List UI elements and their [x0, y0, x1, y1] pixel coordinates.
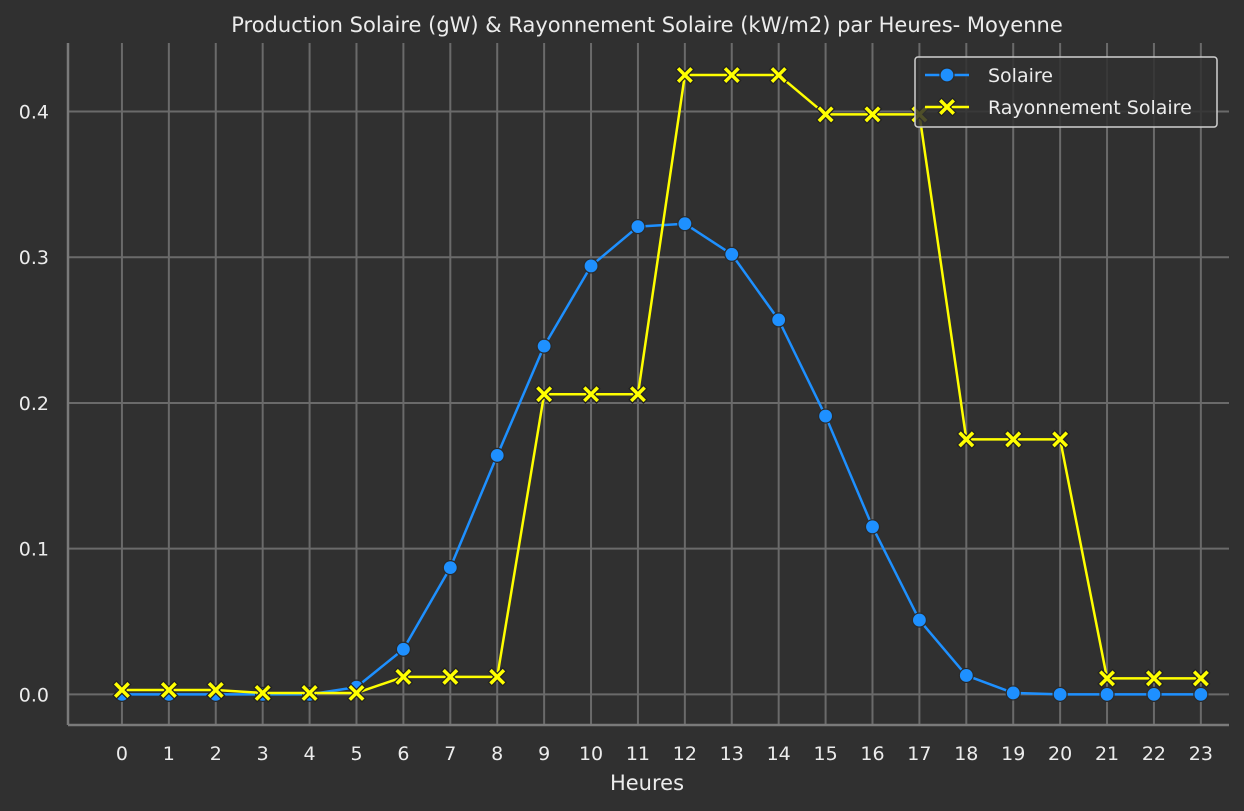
series-solaire: [114, 216, 1209, 702]
data-point-circle: [1099, 686, 1115, 702]
x-tick-label: 7: [444, 743, 456, 765]
data-point-x: [346, 683, 367, 703]
x-tick-label: 8: [491, 743, 503, 765]
data-point-x: [534, 384, 554, 404]
data-point-circle: [583, 258, 599, 274]
legend-label: Solaire: [988, 65, 1053, 87]
series-line: [121, 222, 1201, 696]
data-point-x: [1003, 429, 1023, 450]
data-point-circle: [630, 219, 646, 235]
data-point-circle: [536, 338, 552, 354]
x-tick-label: 21: [1095, 743, 1119, 765]
y-tick-label: 0.3: [19, 247, 49, 269]
x-tick-label: 16: [860, 743, 884, 765]
x-tick-label: 11: [626, 743, 650, 765]
x-tick-label: 9: [538, 743, 550, 765]
y-tick-label: 0.0: [19, 684, 49, 706]
chart-title: Production Solaire (gW) & Rayonnement So…: [231, 13, 1063, 37]
data-point-x: [299, 683, 320, 703]
legend-marker-circle: [939, 67, 955, 83]
legend-box: [914, 56, 1218, 128]
data-point-x: [1097, 668, 1117, 689]
legend-item-rayonnement-solaire: Rayonnement Solaire: [925, 97, 1192, 119]
data-point-circle: [1146, 686, 1162, 702]
x-tick-label: 6: [397, 743, 409, 765]
y-tick-label: 0.1: [19, 539, 49, 561]
data-point-x: [862, 104, 883, 125]
data-point-circle: [771, 312, 787, 328]
x-tick-label: 22: [1142, 743, 1166, 765]
data-point-x: [581, 384, 601, 404]
data-point-x: [206, 680, 226, 700]
data-point-x: [440, 667, 461, 687]
legend: Solaire Rayonnement Solaire: [914, 56, 1218, 128]
data-point-x: [252, 683, 273, 703]
data-point-x: [1050, 429, 1070, 450]
data-point-x: [393, 667, 414, 687]
series-layer: [112, 65, 1211, 703]
data-point-circle: [442, 560, 458, 576]
x-tick-label: 15: [813, 743, 837, 765]
x-tick-label: 0: [116, 743, 128, 765]
data-point-circle: [489, 447, 505, 464]
series-line: [121, 73, 1201, 695]
data-point-circle: [864, 519, 881, 535]
data-point-circle: [395, 641, 411, 657]
x-tick-label: 19: [1001, 743, 1025, 765]
data-point-x: [768, 65, 789, 85]
grid-layer: [68, 43, 1229, 725]
data-point-x: [628, 384, 648, 404]
data-point-circle: [911, 612, 928, 628]
data-point-circle: [724, 246, 740, 262]
data-point-x: [1144, 668, 1164, 689]
x-tick-label: 1: [163, 743, 175, 765]
legend-item-solaire: Solaire: [925, 65, 1053, 87]
x-axis-label: Heures: [610, 771, 684, 795]
y-tick-label: 0.2: [19, 393, 49, 415]
x-tick-label: 13: [720, 743, 744, 765]
x-tick-label: 4: [304, 743, 316, 765]
data-point-x: [815, 104, 836, 125]
data-point-x: [1191, 668, 1211, 689]
data-point-circle: [1005, 685, 1021, 701]
data-point-circle: [958, 667, 974, 684]
x-tick-label: 2: [210, 743, 222, 765]
data-point-x: [675, 65, 695, 85]
data-point-circle: [1193, 686, 1209, 702]
data-point-x: [722, 65, 742, 85]
data-point-circle: [677, 216, 693, 232]
x-tick-label: 20: [1048, 743, 1072, 765]
y-tick-label: 0.4: [19, 101, 49, 123]
x-tick-label: 18: [954, 743, 978, 765]
x-tick-label: 17: [907, 743, 931, 765]
legend-label: Rayonnement Solaire: [988, 97, 1192, 119]
data-point-x: [112, 680, 132, 700]
axes-layer: 0 1 2 3 4 5 6 7 8 9 10 11 12 13 14 15 16 17 18 19 20 21 22 230.…: [19, 43, 1229, 765]
data-point-circle: [817, 408, 834, 424]
legend-marker-x: [937, 97, 957, 117]
x-tick-label: 14: [767, 743, 791, 765]
series-rayonnement-solaire: [112, 65, 1211, 703]
data-point-x: [487, 667, 507, 687]
x-tick-label: 12: [673, 743, 697, 765]
data-point-x: [159, 680, 179, 700]
x-tick-label: 23: [1189, 743, 1213, 765]
x-tick-label: 10: [579, 743, 603, 765]
x-tick-label: 5: [350, 743, 362, 765]
data-point-x: [956, 429, 977, 450]
data-point-circle: [1052, 686, 1068, 702]
x-tick-label: 3: [257, 743, 269, 765]
